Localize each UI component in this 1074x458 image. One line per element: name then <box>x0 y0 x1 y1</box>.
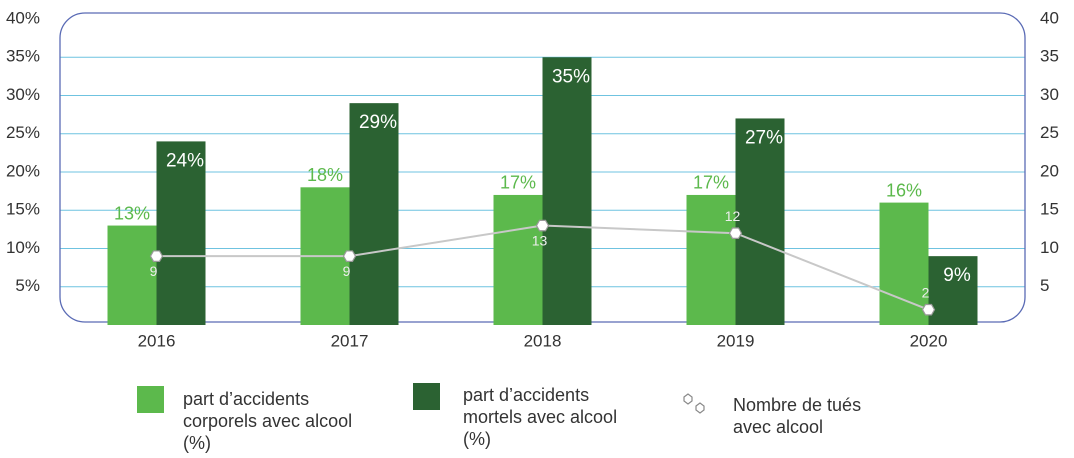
bar <box>735 118 785 325</box>
y2-tick-label: 35 <box>1040 47 1059 66</box>
data-label: 16% <box>886 180 922 200</box>
data-label: 29% <box>359 112 397 133</box>
bar <box>107 225 157 325</box>
line-marker <box>149 250 164 262</box>
data-label: 9 <box>150 263 158 279</box>
legend-label: part d’accidents corporels avec alcool (… <box>183 389 353 453</box>
bar <box>542 57 592 325</box>
bar <box>493 194 543 325</box>
y-tick-label: 40% <box>6 8 40 27</box>
line-marker <box>921 303 936 316</box>
y2-tick-label: 25 <box>1040 123 1059 142</box>
y-tick-label: 15% <box>6 200 40 219</box>
y2-tick-label: 20 <box>1040 161 1059 180</box>
data-label: 12 <box>725 208 741 224</box>
data-label: 13% <box>114 203 150 223</box>
bar <box>156 141 206 325</box>
y2-tick-label: 15 <box>1040 200 1059 219</box>
y2-tick-label: 10 <box>1040 238 1059 257</box>
legend-icon <box>683 393 705 414</box>
y-tick-label: 5% <box>15 276 40 295</box>
bar <box>686 194 736 325</box>
data-label: 9 <box>343 263 351 279</box>
x-tick-label: 2018 <box>524 331 562 350</box>
y-tick-label: 10% <box>6 238 40 257</box>
data-label: 24% <box>166 150 204 171</box>
y-tick-label: 30% <box>6 85 40 104</box>
line-marker <box>535 219 550 232</box>
bar <box>349 103 399 326</box>
y2-tick-label: 40 <box>1040 8 1059 27</box>
bar <box>879 202 929 325</box>
y2-tick-label: 5 <box>1040 276 1049 295</box>
line-marker <box>342 250 357 262</box>
data-label: 17% <box>693 173 729 193</box>
legend-label: part d’accidents mortels avec alcool (%) <box>463 385 618 449</box>
x-tick-label: 2019 <box>717 331 755 350</box>
y2-tick-label: 30 <box>1040 85 1059 104</box>
y-tick-label: 25% <box>6 123 40 142</box>
y-tick-label: 20% <box>6 161 40 180</box>
x-tick-label: 2017 <box>331 331 369 350</box>
x-tick-label: 2016 <box>138 331 176 350</box>
data-label: 9% <box>943 265 971 286</box>
legend-label: Nombre de tués avec alcool <box>733 395 862 437</box>
data-label: 18% <box>307 165 343 185</box>
y-tick-label: 35% <box>6 47 40 66</box>
data-label: 2 <box>922 284 930 300</box>
x-tick-label: 2020 <box>910 331 948 350</box>
legend-swatch <box>137 386 164 413</box>
line-marker <box>728 227 743 239</box>
legend-swatch <box>413 383 440 410</box>
bar <box>928 256 978 325</box>
data-label: 27% <box>745 127 783 148</box>
data-label: 13 <box>532 232 548 248</box>
data-label: 35% <box>552 66 590 87</box>
data-label: 17% <box>500 173 536 193</box>
